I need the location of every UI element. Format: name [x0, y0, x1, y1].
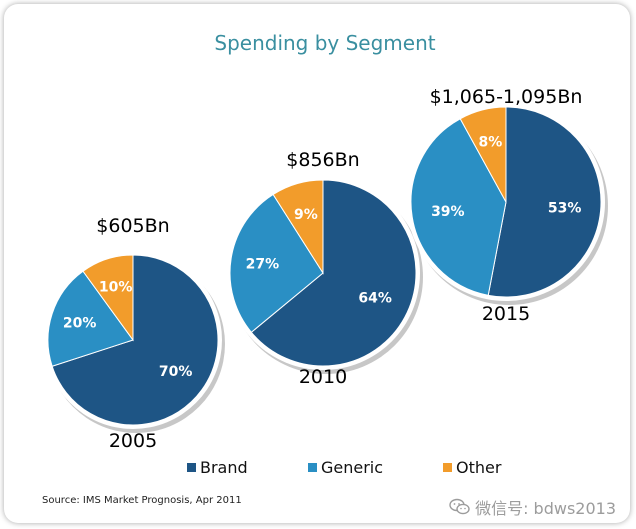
- slice-brand-2005: [51, 254, 219, 426]
- slice-label-other-2005: 10%: [99, 280, 133, 296]
- watermark-text: 微信号: bdws2013: [475, 499, 616, 518]
- pie-2005: 70% 20% 10% $605Bn 2005: [44, 215, 225, 452]
- slice-label-generic-2015: 39%: [431, 204, 465, 220]
- slice-label-brand-2005: 70%: [159, 364, 193, 380]
- legend-swatch-other: [443, 463, 452, 472]
- legend: Brand Generic Other: [187, 458, 502, 477]
- slice-label-generic-2010: 27%: [246, 256, 280, 272]
- slice-label-brand-2015: 53%: [548, 201, 582, 217]
- slice-label-generic-2005: 20%: [63, 316, 97, 332]
- pie-year-2005: 2005: [109, 430, 157, 452]
- source-note: Source: IMS Market Prognosis, Apr 2011: [42, 495, 242, 506]
- pie-total-2010: $856Bn: [286, 149, 359, 171]
- slice-label-other-2010: 9%: [294, 207, 318, 223]
- slice-label-other-2015: 8%: [479, 134, 503, 150]
- legend-swatch-brand: [187, 463, 196, 472]
- pie-total-2015: $1,065-1,095Bn: [430, 86, 583, 108]
- slice-other-2005: [82, 254, 134, 342]
- legend-label-other: Other: [456, 458, 502, 477]
- pie-total-2005: $605Bn: [96, 215, 169, 237]
- pie-2010: 64% 27% 9% $856Bn 2010: [226, 149, 423, 388]
- slice-other-2010: [272, 179, 324, 275]
- slice-generic-2010: [229, 193, 324, 333]
- pie-2015: 53% 39% 8% $1,065-1,095Bn 2015: [407, 86, 608, 325]
- slice-generic-2015: [410, 118, 507, 296]
- legend-label-brand: Brand: [200, 458, 248, 477]
- wechat-icon: [449, 498, 470, 515]
- slice-generic-2005: [47, 270, 134, 367]
- legend-swatch-generic: [308, 463, 317, 472]
- legend-label-generic: Generic: [321, 458, 383, 477]
- slice-brand-2010: [250, 179, 417, 367]
- chart-title: Spending by Segment: [214, 31, 435, 55]
- slice-label-brand-2010: 64%: [358, 291, 392, 307]
- pie-year-2010: 2010: [299, 366, 347, 388]
- slice-brand-2015: [487, 106, 602, 298]
- pie-year-2015: 2015: [482, 303, 530, 325]
- watermark: 微信号: bdws2013: [449, 495, 616, 519]
- slice-other-2015: [459, 106, 507, 203]
